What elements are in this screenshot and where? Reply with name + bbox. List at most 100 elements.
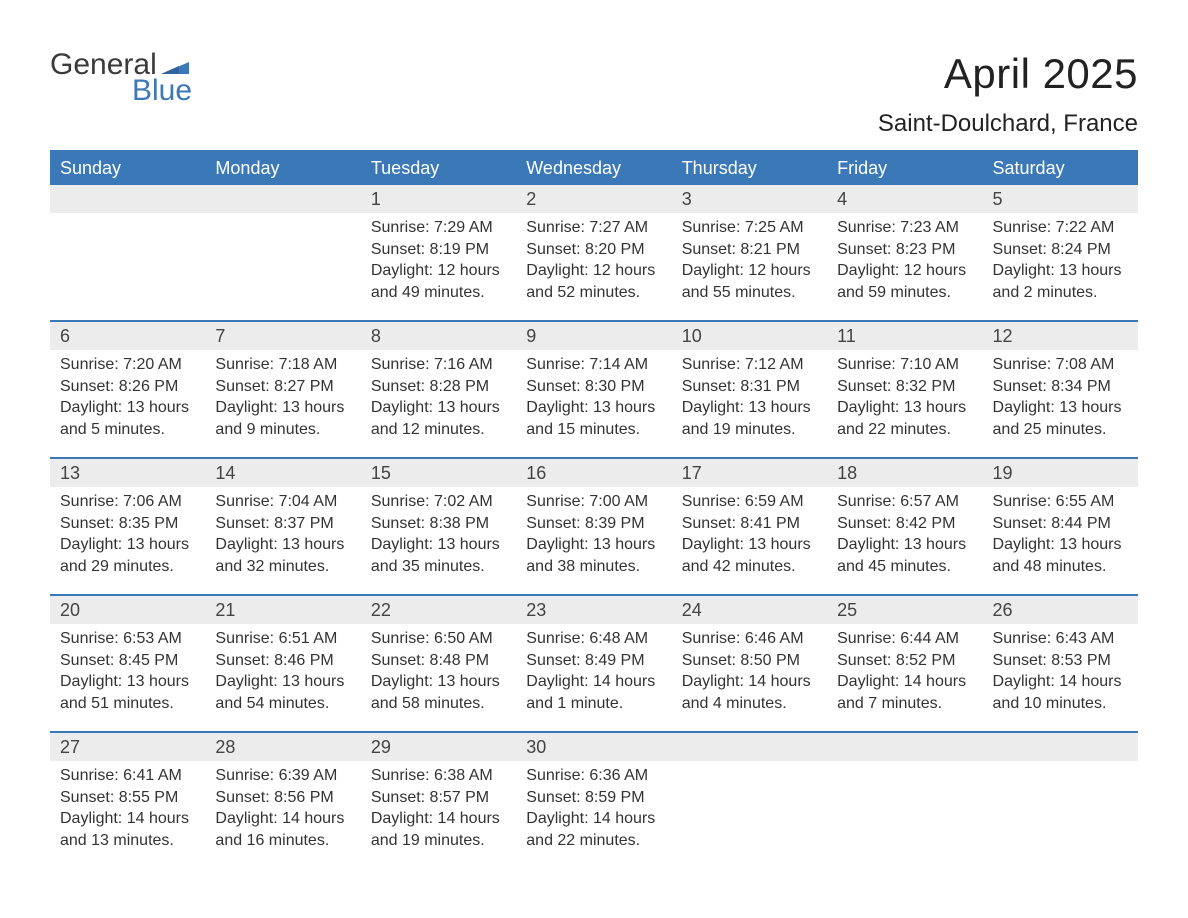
day-number: 7	[205, 322, 360, 350]
sunset-text: Sunset: 8:48 PM	[371, 650, 506, 672]
calendar-cell: 4Sunrise: 7:23 AMSunset: 8:23 PMDaylight…	[827, 185, 982, 321]
day-number: 24	[672, 596, 827, 624]
sunrise-text: Sunrise: 7:23 AM	[837, 217, 972, 239]
sunset-text: Sunset: 8:35 PM	[60, 513, 195, 535]
sunset-text: Sunset: 8:31 PM	[682, 376, 817, 398]
sunset-text: Sunset: 8:56 PM	[215, 787, 350, 809]
daylight-text: Daylight: 13 hours and 15 minutes.	[526, 397, 661, 440]
calendar-cell: 24Sunrise: 6:46 AMSunset: 8:50 PMDayligh…	[672, 595, 827, 732]
calendar-cell: 6Sunrise: 7:20 AMSunset: 8:26 PMDaylight…	[50, 321, 205, 458]
calendar-cell: 13Sunrise: 7:06 AMSunset: 8:35 PMDayligh…	[50, 458, 205, 595]
calendar-cell: 5Sunrise: 7:22 AMSunset: 8:24 PMDaylight…	[983, 185, 1138, 321]
day-body: Sunrise: 6:39 AMSunset: 8:56 PMDaylight:…	[205, 761, 360, 855]
sunset-text: Sunset: 8:27 PM	[215, 376, 350, 398]
sunset-text: Sunset: 8:30 PM	[526, 376, 661, 398]
calendar-cell: 23Sunrise: 6:48 AMSunset: 8:49 PMDayligh…	[516, 595, 671, 732]
day-number: 27	[50, 733, 205, 761]
sunset-text: Sunset: 8:49 PM	[526, 650, 661, 672]
sunrise-text: Sunrise: 7:25 AM	[682, 217, 817, 239]
page-subtitle: Saint-Doulchard, France	[878, 110, 1138, 138]
sunrise-text: Sunrise: 7:12 AM	[682, 354, 817, 376]
daylight-text: Daylight: 14 hours and 16 minutes.	[215, 808, 350, 851]
calendar-head: SundayMondayTuesdayWednesdayThursdayFrid…	[50, 151, 1138, 185]
day-number: 26	[983, 596, 1138, 624]
sunrise-text: Sunrise: 6:53 AM	[60, 628, 195, 650]
day-number-empty	[827, 733, 982, 761]
daylight-text: Daylight: 13 hours and 2 minutes.	[993, 260, 1128, 303]
calendar-week: 20Sunrise: 6:53 AMSunset: 8:45 PMDayligh…	[50, 595, 1138, 732]
day-body: Sunrise: 6:55 AMSunset: 8:44 PMDaylight:…	[983, 487, 1138, 581]
day-number: 2	[516, 185, 671, 213]
page-title: April 2025	[878, 50, 1138, 98]
calendar-cell: 2Sunrise: 7:27 AMSunset: 8:20 PMDaylight…	[516, 185, 671, 321]
sunrise-text: Sunrise: 6:41 AM	[60, 765, 195, 787]
day-number: 20	[50, 596, 205, 624]
day-number: 13	[50, 459, 205, 487]
calendar-cell: 10Sunrise: 7:12 AMSunset: 8:31 PMDayligh…	[672, 321, 827, 458]
day-body: Sunrise: 6:36 AMSunset: 8:59 PMDaylight:…	[516, 761, 671, 855]
day-body: Sunrise: 7:29 AMSunset: 8:19 PMDaylight:…	[361, 213, 516, 307]
calendar-cell: 1Sunrise: 7:29 AMSunset: 8:19 PMDaylight…	[361, 185, 516, 321]
sunrise-text: Sunrise: 7:22 AM	[993, 217, 1128, 239]
daylight-text: Daylight: 14 hours and 13 minutes.	[60, 808, 195, 851]
sunrise-text: Sunrise: 6:59 AM	[682, 491, 817, 513]
calendar-week: 1Sunrise: 7:29 AMSunset: 8:19 PMDaylight…	[50, 185, 1138, 321]
day-body: Sunrise: 6:38 AMSunset: 8:57 PMDaylight:…	[361, 761, 516, 855]
daylight-text: Daylight: 13 hours and 5 minutes.	[60, 397, 195, 440]
daylight-text: Daylight: 14 hours and 10 minutes.	[993, 671, 1128, 714]
day-number: 18	[827, 459, 982, 487]
day-header: Tuesday	[361, 151, 516, 185]
day-number: 29	[361, 733, 516, 761]
sunrise-text: Sunrise: 6:43 AM	[993, 628, 1128, 650]
day-body: Sunrise: 7:18 AMSunset: 8:27 PMDaylight:…	[205, 350, 360, 444]
calendar-cell: 17Sunrise: 6:59 AMSunset: 8:41 PMDayligh…	[672, 458, 827, 595]
calendar-cell: 18Sunrise: 6:57 AMSunset: 8:42 PMDayligh…	[827, 458, 982, 595]
day-header: Monday	[205, 151, 360, 185]
calendar-week: 6Sunrise: 7:20 AMSunset: 8:26 PMDaylight…	[50, 321, 1138, 458]
day-body: Sunrise: 7:08 AMSunset: 8:34 PMDaylight:…	[983, 350, 1138, 444]
logo-word2: Blue	[132, 76, 192, 106]
calendar-cell: 29Sunrise: 6:38 AMSunset: 8:57 PMDayligh…	[361, 732, 516, 868]
day-body: Sunrise: 6:43 AMSunset: 8:53 PMDaylight:…	[983, 624, 1138, 718]
daylight-text: Daylight: 13 hours and 9 minutes.	[215, 397, 350, 440]
day-body: Sunrise: 6:48 AMSunset: 8:49 PMDaylight:…	[516, 624, 671, 718]
calendar-cell: 27 Sunrise: 6:41 AMSunset: 8:55 PMDayligh…	[50, 732, 205, 868]
day-number: 23	[516, 596, 671, 624]
daylight-text: Daylight: 13 hours and 54 minutes.	[215, 671, 350, 714]
calendar-cell	[205, 185, 360, 321]
daylight-text: Daylight: 13 hours and 25 minutes.	[993, 397, 1128, 440]
day-number: 3	[672, 185, 827, 213]
calendar-cell: 3Sunrise: 7:25 AMSunset: 8:21 PMDaylight…	[672, 185, 827, 321]
day-number-empty	[983, 733, 1138, 761]
day-header: Saturday	[983, 151, 1138, 185]
daylight-text: Daylight: 14 hours and 22 minutes.	[526, 808, 661, 851]
day-number: 12	[983, 322, 1138, 350]
calendar-cell: 15Sunrise: 7:02 AMSunset: 8:38 PMDayligh…	[361, 458, 516, 595]
calendar-cell: 12Sunrise: 7:08 AMSunset: 8:34 PMDayligh…	[983, 321, 1138, 458]
day-number: 28	[205, 733, 360, 761]
sunset-text: Sunset: 8:55 PM	[60, 787, 195, 809]
day-body: Sunrise: 7:23 AMSunset: 8:23 PMDaylight:…	[827, 213, 982, 307]
sunrise-text: Sunrise: 7:06 AM	[60, 491, 195, 513]
day-number: 14	[205, 459, 360, 487]
sunset-text: Sunset: 8:37 PM	[215, 513, 350, 535]
calendar-cell: 26Sunrise: 6:43 AMSunset: 8:53 PMDayligh…	[983, 595, 1138, 732]
daylight-text: Daylight: 13 hours and 38 minutes.	[526, 534, 661, 577]
calendar-page: General Blue April 2025 Saint-Doulchard,…	[0, 0, 1188, 868]
day-body: Sunrise: 7:02 AMSunset: 8:38 PMDaylight:…	[361, 487, 516, 581]
daylight-text: Daylight: 12 hours and 59 minutes.	[837, 260, 972, 303]
day-body: Sunrise: 7:10 AMSunset: 8:32 PMDaylight:…	[827, 350, 982, 444]
sunset-text: Sunset: 8:19 PM	[371, 239, 506, 261]
sunrise-text: Sunrise: 6:50 AM	[371, 628, 506, 650]
daylight-text: Daylight: 12 hours and 49 minutes.	[371, 260, 506, 303]
day-number: 6	[50, 322, 205, 350]
calendar-cell: 9Sunrise: 7:14 AMSunset: 8:30 PMDaylight…	[516, 321, 671, 458]
calendar-cell: 28Sunrise: 6:39 AMSunset: 8:56 PMDayligh…	[205, 732, 360, 868]
daylight-text: Daylight: 13 hours and 32 minutes.	[215, 534, 350, 577]
day-header: Wednesday	[516, 151, 671, 185]
day-number: 10	[672, 322, 827, 350]
sunset-text: Sunset: 8:46 PM	[215, 650, 350, 672]
day-number: 11	[827, 322, 982, 350]
day-number: 15	[361, 459, 516, 487]
calendar-cell: 19Sunrise: 6:55 AMSunset: 8:44 PMDayligh…	[983, 458, 1138, 595]
